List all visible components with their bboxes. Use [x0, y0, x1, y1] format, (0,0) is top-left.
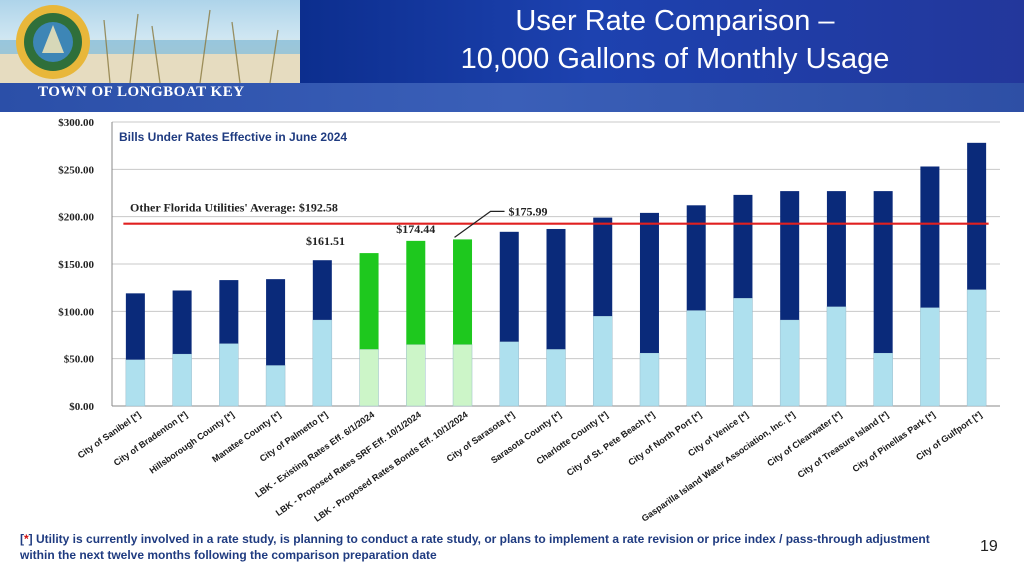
- town-name: TOWN OF LONGBOAT KEY: [38, 84, 245, 100]
- bar-lower-segment: [406, 344, 426, 407]
- page-number: 19: [980, 538, 998, 555]
- title-band: [300, 0, 1024, 83]
- average-line-group: Other Florida Utilities' Average: $192.5…: [123, 201, 989, 225]
- bar-lower-segment: [966, 289, 987, 407]
- bar-lower-segment: [686, 310, 706, 407]
- slide-header: TOWN OF LONGBOAT KEY User Rate Compariso…: [0, 0, 1024, 112]
- y-tick-label: $300.00: [58, 117, 94, 129]
- bar-upper-segment: [733, 194, 753, 299]
- bar-lower-segment: [499, 341, 520, 407]
- chart-bars: [125, 142, 987, 407]
- bar-lower-segment: [639, 352, 660, 407]
- bar-lower-segment: [779, 319, 800, 407]
- bar-upper-segment: [593, 217, 613, 317]
- y-tick-label: $100.00: [58, 306, 94, 318]
- footnote-marker-star: *: [24, 532, 29, 546]
- bar-lower-segment: [592, 315, 613, 407]
- bar-lower-segment: [359, 348, 379, 407]
- bar-lower-segment: [312, 319, 333, 407]
- bar-upper-segment: [453, 239, 473, 345]
- bar-upper-segment: [266, 279, 286, 366]
- average-line-label: Other Florida Utilities' Average: $192.5…: [130, 201, 338, 215]
- bar-upper-segment: [125, 293, 145, 360]
- bar-upper-segment: [219, 280, 239, 344]
- y-tick-label: $150.00: [58, 259, 94, 271]
- bar-lower-segment: [219, 343, 239, 407]
- footnote: [*] Utility is currently involved in a r…: [20, 531, 940, 563]
- annotation-label: $175.99: [509, 204, 548, 218]
- chart-subtitle: Bills Under Rates Effective in June 2024: [119, 130, 347, 144]
- town-seal-icon: [12, 3, 94, 81]
- x-axis-labels: City of Sanibel [*]City of Bradenton [*]…: [76, 409, 984, 523]
- bar-upper-segment: [826, 191, 846, 307]
- y-tick-label: $250.00: [58, 164, 94, 176]
- bar-upper-segment: [639, 212, 659, 353]
- x-tick-label: City of St. Pete Beach [*]: [565, 409, 657, 477]
- bar-upper-segment: [546, 228, 566, 350]
- annotation-label: $161.51: [306, 234, 345, 248]
- bar-upper-segment: [686, 205, 706, 311]
- bar-upper-segment: [780, 191, 800, 320]
- bar-lower-segment: [172, 353, 192, 407]
- bar-upper-segment: [920, 166, 940, 308]
- x-tick-label: Hillsborough County [*]: [148, 409, 236, 475]
- bar-lower-segment: [826, 306, 847, 407]
- bar-upper-segment: [172, 290, 192, 354]
- footnote-text: Utility is currently involved in a rate …: [20, 532, 930, 562]
- bar-upper-segment: [406, 240, 426, 345]
- bar-lower-segment: [920, 307, 940, 407]
- bar-lower-segment: [452, 344, 473, 407]
- rate-comparison-chart: $0.00 $50.00 $100.00 $150.00 $200.00 $250.00 $…: [58, 117, 1000, 524]
- annotation-leader-line: [454, 210, 505, 238]
- bar-upper-segment: [967, 142, 987, 290]
- footnote-marker-open: [: [20, 532, 24, 546]
- x-tick-label: City of Treasure Island [*]: [796, 409, 891, 479]
- bar-upper-segment: [359, 253, 379, 350]
- y-tick-label: $50.00: [64, 354, 95, 366]
- slide-title-line2: 10,000 Gallons of Monthly Usage: [460, 43, 890, 75]
- bar-upper-segment: [499, 231, 519, 342]
- footnote-marker-close: ]: [28, 532, 33, 546]
- bar-lower-segment: [265, 365, 286, 407]
- y-axis: $0.00 $50.00 $100.00 $150.00 $200.00 $250.00 $…: [58, 117, 1000, 413]
- bar-lower-segment: [733, 297, 753, 407]
- y-tick-label: $0.00: [69, 401, 94, 413]
- bar-lower-segment: [873, 352, 893, 407]
- town-band: [0, 83, 1024, 112]
- slide-title-line1: User Rate Comparison –: [515, 5, 835, 37]
- bar-lower-segment: [125, 359, 146, 407]
- bar-lower-segment: [546, 348, 566, 407]
- chart-annotations: $161.51 $174.44 $175.99: [306, 204, 547, 248]
- annotation-label: $174.44: [396, 222, 435, 236]
- x-tick-label: City of Pinellas Park [*]: [851, 409, 937, 474]
- bar-upper-segment: [873, 191, 893, 353]
- bar-upper-segment: [312, 260, 332, 320]
- y-tick-label: $200.00: [58, 212, 94, 224]
